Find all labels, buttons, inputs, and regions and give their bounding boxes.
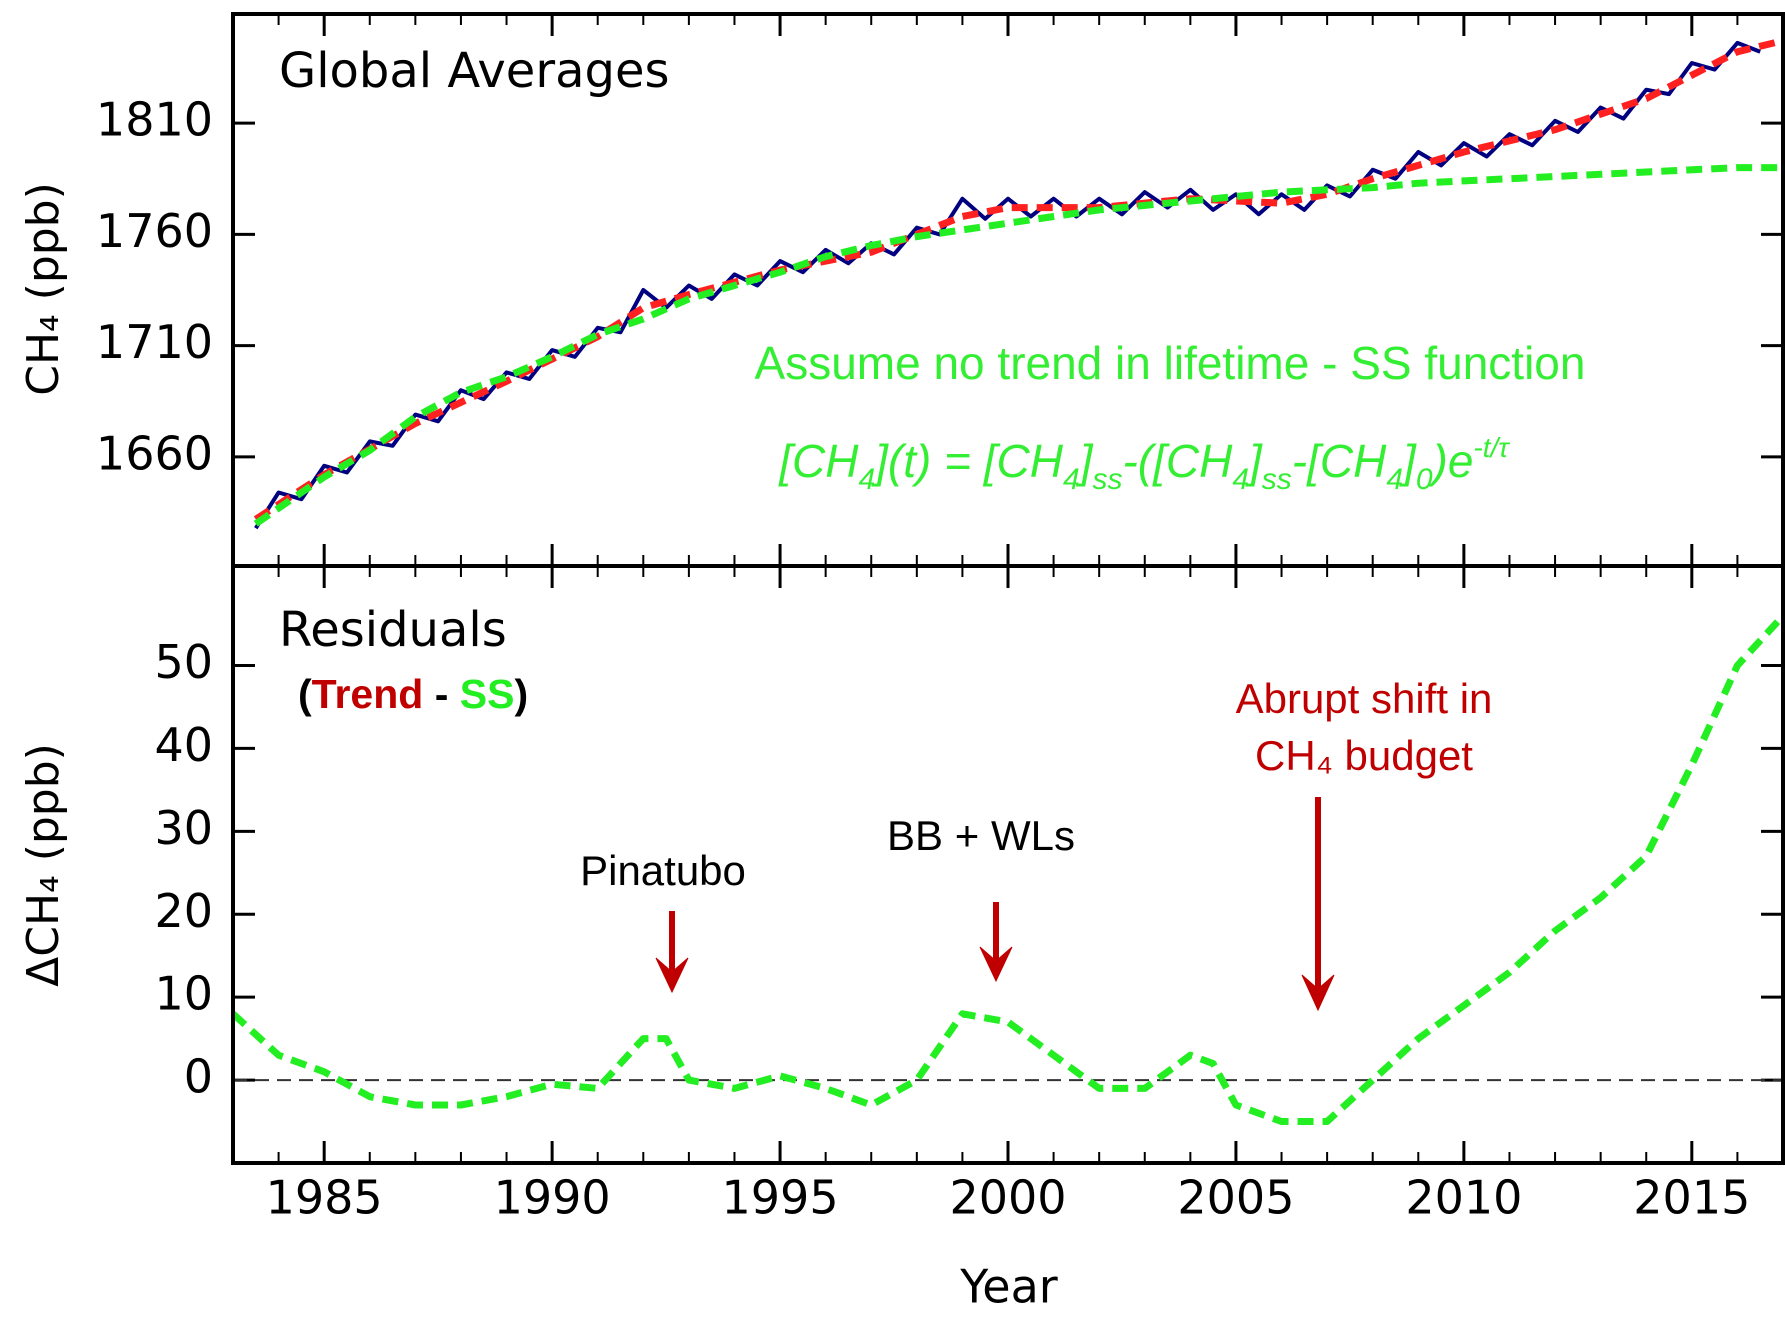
legend-part: ( [298, 671, 312, 717]
y-tick-label: 0 [184, 1050, 213, 1104]
formula-part: ] [1399, 435, 1417, 487]
series-line [230, 613, 1785, 1125]
formula-part: 4 [1386, 463, 1403, 496]
legend-part: ) [514, 671, 528, 717]
y-tick-label: 1760 [96, 204, 213, 258]
formula-part: [CH [778, 435, 859, 487]
formula-part: -([CH [1122, 435, 1233, 487]
series-line [254, 40, 1761, 530]
formula-part: 0 [1416, 463, 1433, 496]
x-tick-label: 2005 [1177, 1171, 1294, 1225]
formula-part: 4 [858, 463, 875, 496]
x-axis-label: Year [959, 1260, 1057, 1314]
annotation: BB + WLs [887, 812, 1075, 859]
formula-part: ] [1245, 435, 1263, 487]
y-tick-label: 10 [154, 967, 213, 1021]
y-axis-label: ΔCH₄ (ppb) [18, 743, 69, 987]
plot-frame [231, 12, 1785, 1165]
formula-part: ss [1092, 463, 1122, 496]
panel-title: Residuals [279, 602, 507, 658]
y-tick-label: 50 [154, 635, 213, 689]
y-tick-label: 1660 [96, 426, 213, 480]
formula-part: ss [1262, 463, 1292, 496]
x-tick-label: 2010 [1405, 1171, 1522, 1225]
formula-part: -t/τ [1473, 432, 1510, 463]
x-tick-label: 2000 [949, 1171, 1066, 1225]
y-tick-label: 20 [154, 884, 213, 938]
y-axis-label: CH₄ (ppb) [18, 182, 69, 396]
arrows [655, 797, 1335, 1012]
arrow-head [1301, 974, 1335, 1012]
x-tick-label: 2015 [1633, 1171, 1750, 1225]
legend: (Trend - SS) [298, 671, 528, 717]
formula-part: )e [1428, 435, 1474, 487]
x-tick-label: 1995 [722, 1171, 839, 1225]
formula-part: 4 [1232, 463, 1249, 496]
formula-part: ] [1076, 435, 1094, 487]
x-tick-label: 1990 [494, 1171, 611, 1225]
arrow-head [979, 946, 1013, 983]
legend-part: SS [460, 671, 515, 717]
y-tick-label: 1710 [96, 315, 213, 369]
y-tick-label: 1810 [96, 93, 213, 147]
y-tick-label: 40 [154, 718, 213, 772]
y-tick-label: 30 [154, 801, 213, 855]
formula-part: 4 [1063, 463, 1080, 496]
annotation: Pinatubo [580, 847, 746, 894]
annotation: CH₄ budget [1255, 732, 1473, 779]
legend-part: Trend [312, 671, 424, 717]
arrow-head [655, 957, 689, 994]
formula: [CH4](t) = [CH4]ss-([CH4]ss-[CH4]0)e-t/τ [778, 432, 1510, 497]
legend-part: - [423, 671, 459, 717]
formula-part: -[CH [1292, 435, 1387, 487]
formula-part: ](t) = [CH [871, 435, 1064, 487]
panel-title: Global Averages [279, 43, 670, 99]
annotation: Abrupt shift in [1236, 675, 1493, 722]
x-tick-label: 1985 [266, 1171, 383, 1225]
annotation: Assume no trend in lifetime - SS functio… [755, 337, 1586, 389]
